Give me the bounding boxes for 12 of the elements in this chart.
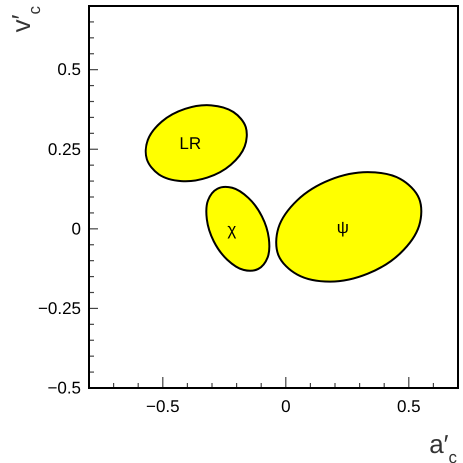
series-label: ψ <box>336 217 349 236</box>
y-tick-label: 0.5 <box>57 60 81 80</box>
series-label: χ <box>227 219 236 238</box>
x-axis-title: a′$_{c}$ <box>429 429 457 463</box>
y-tick-label: −0.5 <box>47 378 81 398</box>
y-tick-label: −0.25 <box>38 298 81 318</box>
series-label: LR <box>179 134 202 153</box>
y-tick-label: 0 <box>72 219 81 238</box>
y-tick-label: 0.25 <box>48 140 81 159</box>
x-tick-label: 0 <box>281 397 291 416</box>
x-tick-label: −0.5 <box>146 397 180 416</box>
x-tick-label: 0.5 <box>396 397 421 416</box>
